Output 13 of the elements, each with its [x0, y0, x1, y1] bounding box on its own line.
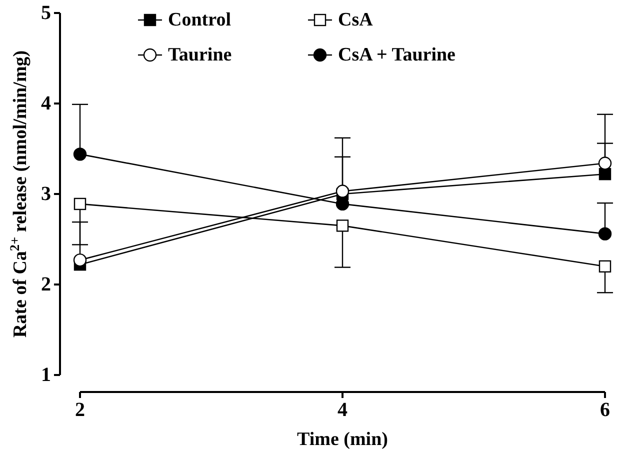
legend-label: Control — [168, 10, 231, 30]
x-tick-label: 4 — [338, 399, 348, 421]
x-axis-title: Time (min) — [297, 429, 388, 450]
x-tick-label: 2 — [75, 399, 85, 421]
legend-label: CsA — [338, 10, 374, 30]
y-tick-label: 5 — [41, 2, 51, 24]
legend-label: Taurine — [168, 44, 232, 66]
y-tick-label: 3 — [41, 183, 51, 205]
x-tick-label: 6 — [600, 399, 610, 421]
legend-label: CsA + Taurine — [338, 44, 456, 66]
y-tick-label: 2 — [41, 274, 51, 296]
y-tick-label: 4 — [41, 92, 51, 114]
y-tick-label: 1 — [41, 364, 51, 386]
